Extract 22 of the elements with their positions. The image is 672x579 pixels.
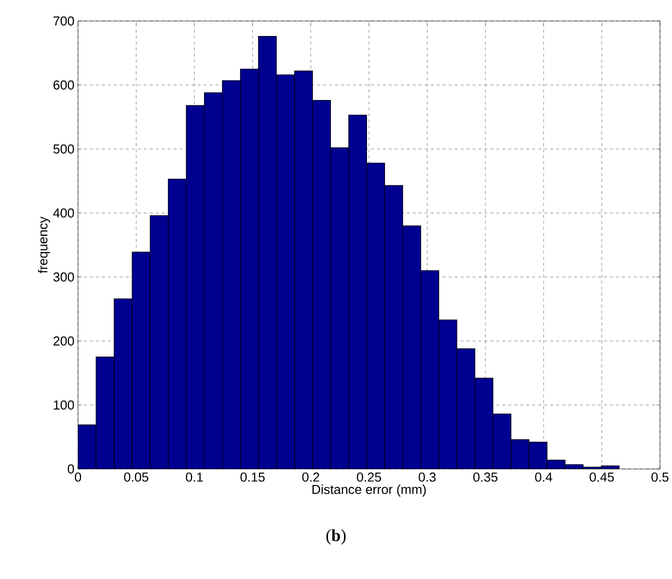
x-tick-label: 0.25: [356, 472, 382, 482]
y-tick-label: 200: [54, 336, 74, 346]
x-axis-title: Distance error (mm): [312, 484, 426, 497]
y-tick-label: 400: [53, 208, 74, 218]
x-tick-label: 0.4: [535, 472, 552, 482]
y-axis-title: frequency: [38, 216, 50, 274]
y-tick-label: 700: [54, 16, 74, 26]
x-tick-label: 0.3: [418, 472, 436, 482]
y-tick-label: 0: [68, 464, 74, 474]
y-tick-label: 600: [54, 80, 74, 90]
y-tick-label: 300: [53, 272, 74, 282]
text: (b): [326, 529, 346, 545]
x-tick-label: 0.2: [302, 472, 320, 482]
y-tick-label: 100: [54, 400, 74, 410]
x-tick-label: 0.35: [473, 472, 498, 482]
x-tick-label: 0.15: [240, 472, 265, 482]
x-tick-label: 0.45: [590, 472, 614, 482]
x-tick-label: 0: [74, 472, 82, 482]
x-tick-label: 0.1: [186, 472, 203, 482]
y-tick-label: 500: [53, 144, 74, 154]
x-tick-label: 0.05: [124, 472, 148, 482]
x-tick-label: 0.5: [652, 472, 668, 482]
